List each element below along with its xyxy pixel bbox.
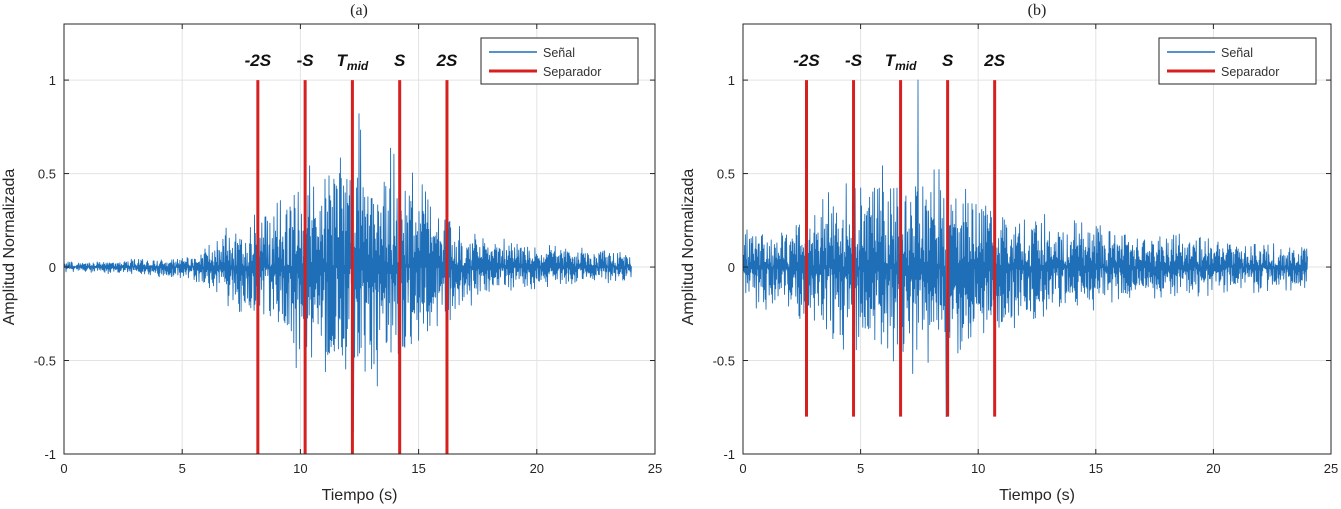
signal-series (742, 79, 1308, 418)
y-tick-label: -1 (723, 447, 735, 462)
y-tick-label: -0.5 (34, 354, 56, 369)
y-tick-label: 0.5 (38, 167, 56, 182)
legend-entry: Señal (543, 46, 575, 60)
separator-label: 2S (983, 51, 1005, 70)
panel-a: (a) -2S -S Tmid S 2S 0 5 10 15 20 25 -1 -0.5 0 0.5 1 Tiem… (1, 2, 662, 504)
x-tick-label: 10 (971, 461, 985, 476)
legend-entry: Separador (1221, 65, 1279, 79)
separator-label-main: -S (297, 51, 315, 70)
x-tick-label: 25 (1324, 461, 1338, 476)
separator-label-main: -S (845, 51, 863, 70)
separator-label-main: T (337, 51, 349, 70)
legend-entry: Separador (543, 65, 601, 79)
panel-label: (a) (350, 2, 368, 19)
axes-box (63, 23, 656, 455)
separator-label: Tmid (885, 51, 917, 73)
separator-label-sub: mid (895, 59, 917, 73)
signal-series (63, 113, 632, 433)
x-tick-label: 15 (1089, 461, 1103, 476)
x-tick-label: 0 (60, 461, 67, 476)
separator-label-main: S (394, 51, 406, 70)
separator-label-main: -2S (793, 51, 820, 70)
separator-label-main: -2S (245, 51, 272, 70)
separator-label: S (942, 51, 954, 70)
separator-label: S (394, 51, 406, 70)
separator-label: -S (297, 51, 315, 70)
y-tick-label: 0 (49, 260, 56, 275)
y-tick-label: 0.5 (717, 167, 735, 182)
x-tick-label: 5 (857, 461, 864, 476)
x-tick-label: 10 (293, 461, 307, 476)
x-tick-label: 20 (1206, 461, 1220, 476)
separator-label: -2S (245, 51, 272, 70)
separator-label-main: 2S (983, 51, 1005, 70)
panel-b: (b) -2S -S Tmid S 2S 0 5 10 15 20 25 -1 -0.5 0 0.5 1 Tiem… (680, 2, 1338, 504)
y-axis-title: Amplitud Normalizada (1, 169, 18, 326)
x-tick-label: 5 (179, 461, 186, 476)
separator-label: Tmid (337, 51, 369, 73)
separator-label: 2S (436, 51, 458, 70)
y-tick-label: 0 (728, 260, 735, 275)
separator-label: -2S (793, 51, 820, 70)
axes-box (742, 23, 1332, 455)
y-tick-label: 1 (49, 73, 56, 88)
separator-label-sub: mid (347, 59, 369, 73)
x-tick-label: 15 (411, 461, 425, 476)
x-tick-label: 20 (530, 461, 544, 476)
x-axis-title: Tiempo (s) (322, 487, 398, 504)
separator-label-main: T (885, 51, 897, 70)
separator-label-main: S (942, 51, 954, 70)
separator-label: -S (845, 51, 863, 70)
y-axis-title: Amplitud Normalizada (680, 169, 697, 326)
panel-label: (b) (1028, 2, 1047, 19)
separator-label-main: 2S (436, 51, 458, 70)
legend-entry: Señal (1221, 46, 1253, 60)
x-tick-label: 25 (648, 461, 662, 476)
x-axis-title: Tiempo (s) (999, 487, 1075, 504)
legend-box (480, 37, 639, 85)
y-tick-label: 1 (728, 73, 735, 88)
y-tick-label: -0.5 (713, 354, 735, 369)
legend-box (1158, 37, 1317, 85)
y-tick-label: -1 (44, 447, 56, 462)
x-tick-label: 0 (739, 461, 746, 476)
